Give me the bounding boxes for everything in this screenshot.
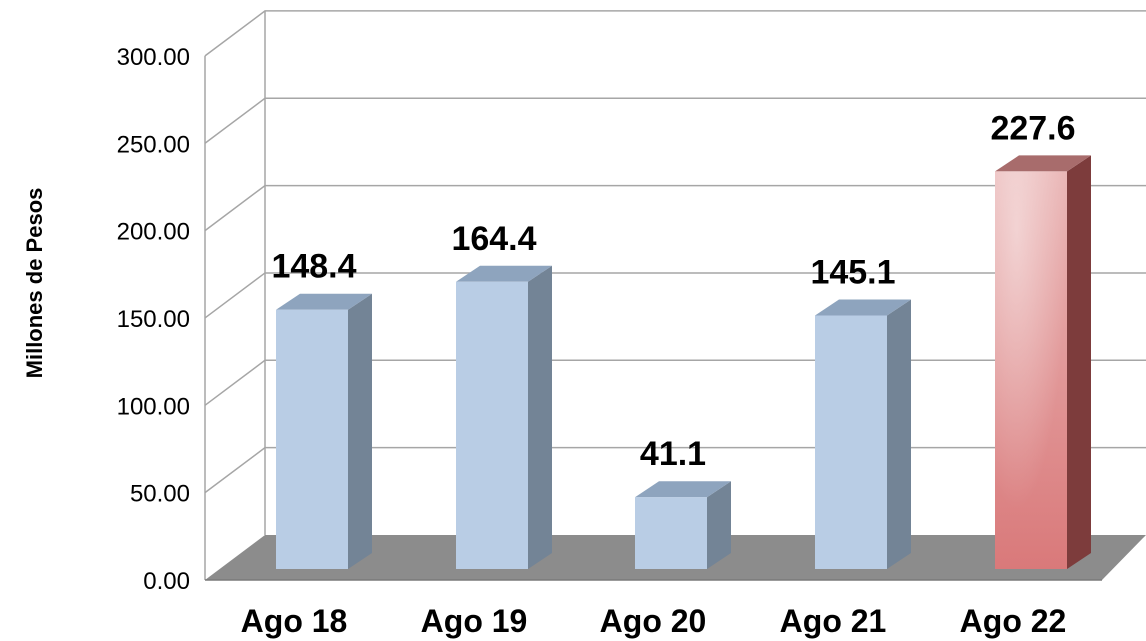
y-axis-label: Millones de Pesos — [22, 188, 47, 379]
bar-front — [456, 281, 528, 569]
y-axis-ticks: 0.00 50.00 100.00 150.00 200.00 250.00 300.00 — [117, 44, 190, 595]
bar-top — [635, 481, 731, 498]
bar-side — [707, 481, 731, 569]
x-tick-label: Ago 22 — [960, 603, 1067, 639]
x-tick-label: Ago 20 — [600, 603, 707, 639]
bar-front — [815, 315, 887, 569]
data-label: 145.1 — [810, 254, 895, 292]
gridline — [204, 272, 1146, 319]
x-tick-label: Ago 21 — [780, 603, 887, 639]
y-tick-label: 0.00 — [143, 568, 190, 595]
gridline — [204, 10, 1146, 57]
bar-front — [276, 309, 348, 569]
bars — [276, 155, 1091, 569]
bar-ago-20 — [635, 481, 731, 569]
data-label: 148.4 — [271, 248, 356, 286]
bar-top — [276, 293, 372, 310]
bar-side — [887, 299, 911, 569]
bar-side — [1067, 155, 1091, 569]
gridline — [204, 184, 1146, 232]
data-label: 227.6 — [990, 109, 1075, 147]
data-label: 41.1 — [640, 435, 706, 473]
bar-side — [348, 293, 372, 569]
x-axis-categories: Ago 18 Ago 19 Ago 20 Ago 21 Ago 22 — [241, 603, 1067, 639]
gridlines — [204, 10, 1146, 494]
bar-top — [815, 299, 911, 316]
y-tick-label: 50.00 — [130, 481, 190, 508]
data-labels: 148.4 164.4 41.1 145.1 227.6 — [271, 109, 1075, 473]
y-tick-label: 250.00 — [117, 131, 190, 158]
x-tick-label: Ago 19 — [421, 603, 528, 639]
y-tick-label: 200.00 — [117, 219, 190, 246]
bar-front — [635, 497, 707, 569]
bar-top — [456, 265, 552, 282]
y-tick-label: 150.00 — [117, 306, 190, 333]
bar-top — [995, 155, 1091, 172]
bar-shine — [995, 171, 1067, 569]
bar-ago-21 — [815, 299, 911, 569]
data-label: 164.4 — [451, 220, 536, 258]
y-tick-label: 100.00 — [117, 393, 190, 420]
bar-ago-19 — [456, 265, 552, 569]
bar-side — [528, 265, 552, 569]
y-tick-label: 300.00 — [117, 44, 190, 71]
gridline — [204, 97, 1146, 144]
bar-ago-18 — [276, 293, 372, 569]
bar-ago-22 — [995, 155, 1091, 569]
x-tick-label: Ago 18 — [241, 603, 348, 639]
